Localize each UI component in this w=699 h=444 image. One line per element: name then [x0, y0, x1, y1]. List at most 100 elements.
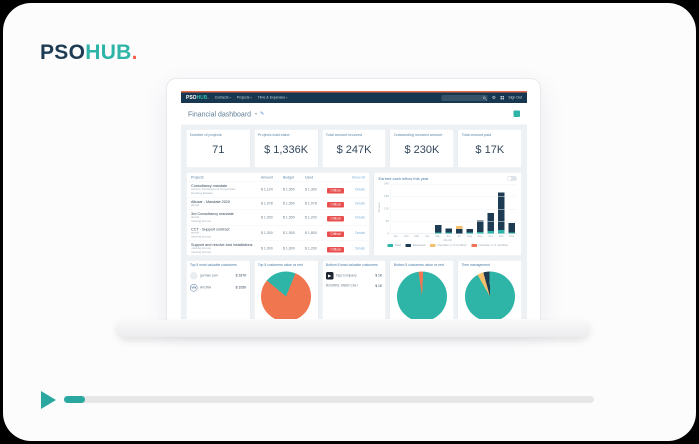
sign-out-link[interactable]: Sign Out [508, 96, 522, 100]
header-action-button[interactable] [513, 110, 520, 117]
status-cell: Critical [327, 199, 350, 208]
bottom-customers-title: Bottom 5 least valuable customers [325, 263, 378, 268]
status-badge: Critical [327, 202, 344, 208]
dashboard-navbar: PSOHUB. Contacts▾ Projects▾ Time & Expense… [181, 92, 527, 103]
legend-item: Expected [405, 244, 426, 247]
project-amount: $ 1,124 [261, 187, 273, 192]
x-axis-label: Month [443, 239, 452, 242]
customer-name: Taja Company [335, 274, 357, 278]
apps-grid-icon[interactable] [500, 96, 504, 100]
logo-pso: PSO [40, 41, 86, 64]
page-title: Financial dashboard [188, 109, 252, 118]
navbar-logo-pso: PSO [186, 95, 197, 101]
cash-inflow-chart-card: Earned cash inflow this year Amount 240 1… [373, 172, 522, 256]
y-tick: 0 [387, 232, 389, 236]
project-subtitle: missing kronos [191, 219, 212, 223]
project-budget: $ 1,500 [283, 231, 295, 235]
gridline [391, 184, 517, 185]
x-tick: Mar [414, 235, 420, 238]
table-row: 3rd Consultancy mandate airsoft missing kr… [186, 209, 370, 226]
status-badge: Critical [327, 247, 344, 253]
bottom-customers-card: Bottom 5 least valuable customers Taja C… [321, 260, 387, 319]
time-management-card: Time management [457, 260, 522, 319]
kpi-label: Total amount invoiced [325, 132, 363, 138]
nav-item-time-expenses[interactable]: Time & Expenses▾ [257, 96, 288, 100]
gear-icon[interactable]: ⚙ [491, 95, 496, 100]
kpi-value: $ 230K [404, 143, 440, 156]
kpi-card: Outstanding invoiced amount $ 230K [389, 129, 455, 168]
x-tick: May [435, 235, 441, 238]
details-link[interactable]: Details [355, 215, 365, 220]
bar-segment [508, 222, 515, 233]
video-progress-track[interactable] [64, 396, 594, 403]
project-name-cell: Consultancy mandate Income Development Co… [191, 184, 261, 196]
bar-segment [477, 220, 484, 232]
details-link[interactable]: Details [355, 187, 365, 192]
bar-segment [466, 228, 473, 233]
projects-table-header: Projects Amount Budget Used Show all [187, 174, 370, 182]
legend-swatch [405, 244, 412, 247]
bar-segment [466, 232, 473, 234]
x-tick: Sep [477, 235, 483, 238]
dashboard-body: Number of projects 71 Projects total value… [181, 125, 527, 319]
table-row: Altusar - Mandate 2020 airsoft $ 1,078 $ 1,… [186, 197, 370, 210]
bar-nov [498, 192, 505, 234]
play-button[interactable] [41, 391, 56, 409]
search-input[interactable] [441, 94, 488, 101]
legend-swatch [430, 244, 436, 247]
x-tick: Nov [498, 235, 504, 238]
laptop-base [117, 320, 589, 337]
customer-name: gorman.com [200, 274, 219, 278]
project-budget: $ 1,500 [283, 187, 295, 192]
status-cell: Critical [327, 229, 350, 238]
x-tick: Jul [457, 235, 461, 238]
gridline [391, 221, 517, 222]
bar-segment [477, 231, 484, 234]
psohub-logo: PSOHUB. [40, 41, 138, 65]
top-customers-pie-chart [261, 271, 312, 319]
project-name-cell: Support and resolve and installations mis… [191, 243, 261, 255]
bottom-pie-card: Bottom 5 customers value vs rest [389, 260, 455, 319]
page-header: Financial dashboard ▾ ✎ [181, 103, 527, 125]
edit-pencil-icon[interactable]: ✎ [260, 111, 265, 117]
bar-segment [456, 226, 463, 229]
bar-oct [487, 213, 494, 234]
top-customers-card: Top 5 most valuable customers gorman.com… [186, 260, 251, 319]
logo-hub: HUB [85, 41, 132, 64]
y-tick: 180 [383, 195, 389, 198]
project-name: CCT - Support contract [191, 227, 230, 232]
customer-name: ROURKE SNER CALI [325, 284, 358, 288]
dashboard-screenshot: PSOHUB. Contacts▾ Projects▾ Time & Expense… [181, 91, 527, 319]
x-tick: Jan [393, 235, 398, 238]
details-link[interactable]: Details [355, 231, 365, 235]
chevron-down-icon: ▾ [229, 96, 231, 100]
details-link[interactable]: Details [355, 201, 365, 206]
legend-label: Overdue (> 2 months) [478, 244, 508, 247]
table-row: Consultancy mandate Income Development Co… [186, 181, 370, 198]
kpi-value: 71 [212, 143, 225, 156]
project-used: $ 1,300 [305, 187, 317, 192]
legend-swatch [387, 244, 394, 247]
legend-label: Expected [412, 244, 426, 247]
navbar-logo[interactable]: PSOHUB. [186, 95, 209, 101]
legend-item: Overdue (< 2 months) [430, 244, 467, 247]
nav-item-projects[interactable]: Projects▾ [236, 96, 252, 100]
customer-row: Taja Company $ 1K [325, 272, 382, 280]
show-all-link[interactable]: Show all [351, 176, 365, 180]
dark-logo-icon [325, 272, 334, 280]
projects-table-rows: Consultancy mandate Income Development Co… [186, 181, 370, 256]
navbar-right: ⚙ Sign Out [441, 94, 522, 101]
y-tick: 60 [385, 220, 389, 223]
legend-label: Paid [394, 244, 401, 247]
chart-toggle[interactable] [507, 176, 517, 181]
project-amount: $ 1,000 [261, 215, 273, 220]
kpi-value: $ 17K [475, 143, 505, 156]
gorman-logo-icon [190, 272, 198, 280]
nav-item-contacts[interactable]: Contacts▾ [214, 96, 231, 100]
status-cell: Critical [327, 185, 350, 194]
project-budget: $ 1,600 [283, 246, 295, 251]
kpi-card: Total amount paid $ 17K [457, 129, 522, 168]
chevron-down-icon[interactable]: ▾ [255, 111, 258, 117]
vw-logo-icon: VW [190, 284, 198, 292]
details-link[interactable]: Details [355, 246, 365, 251]
